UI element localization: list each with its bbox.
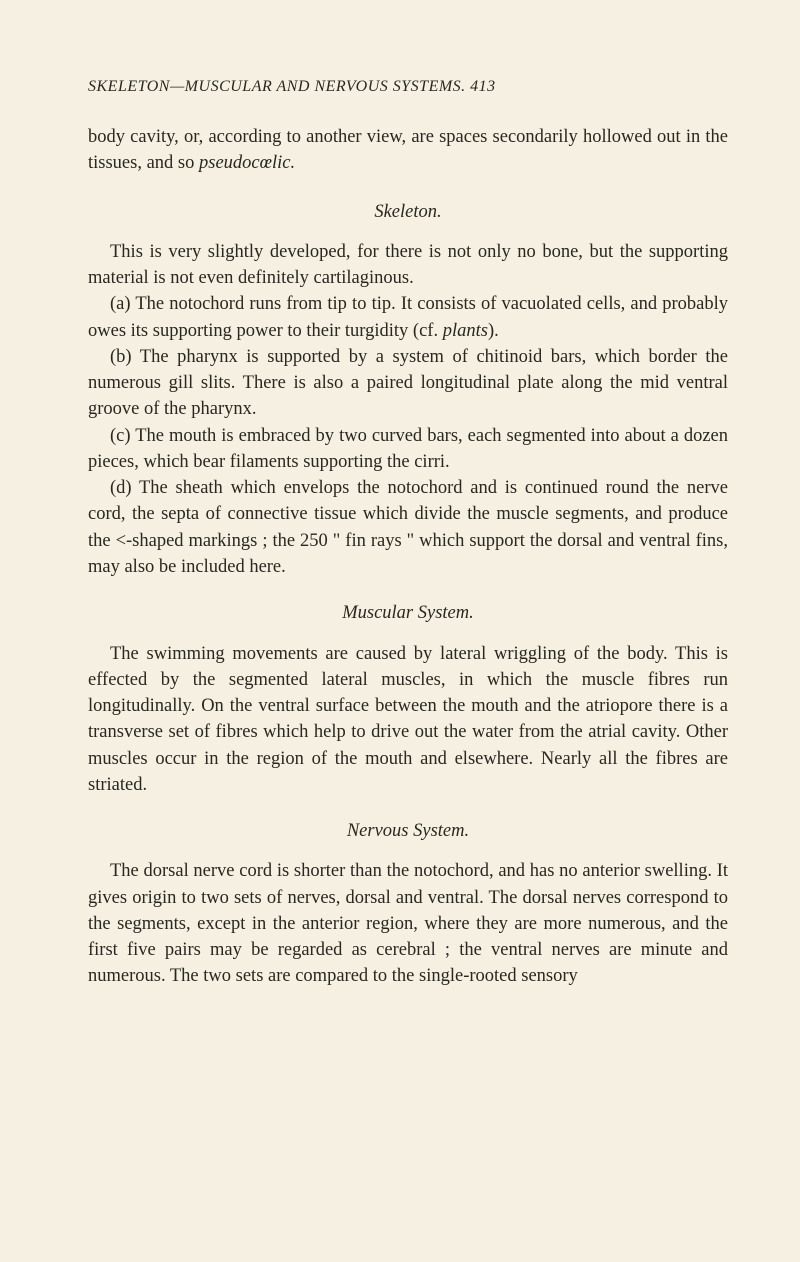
nervous-title: Nervous System.: [88, 818, 728, 844]
intro-paragraph: body cavity, or, according to another vi…: [88, 124, 728, 177]
skeleton-b: (b) The pharynx is supported by a system…: [88, 344, 728, 423]
body-text: body cavity, or, according to another vi…: [88, 124, 728, 990]
skeleton-a-end: ).: [488, 321, 499, 341]
skeleton-title: Skeleton.: [88, 199, 728, 225]
intro-italic: pseudocœlic.: [199, 153, 295, 173]
skeleton-a-text: (a) The notochord runs from tip to tip. …: [88, 294, 728, 340]
skeleton-a: (a) The notochord runs from tip to tip. …: [88, 291, 728, 344]
header-text: SKELETON—MUSCULAR AND NERVOUS SYSTEMS. 4…: [88, 78, 496, 95]
page-content: SKELETON—MUSCULAR AND NERVOUS SYSTEMS. 4…: [0, 0, 800, 1050]
muscular-title: Muscular System.: [88, 600, 728, 626]
skeleton-d: (d) The sheath which envelops the notoch…: [88, 475, 728, 580]
skeleton-p1: This is very slightly developed, for the…: [88, 239, 728, 292]
nervous-p1: The dorsal nerve cord is shorter than th…: [88, 858, 728, 989]
running-header: SKELETON—MUSCULAR AND NERVOUS SYSTEMS. 4…: [88, 78, 728, 96]
muscular-p1: The swimming movements are caused by lat…: [88, 641, 728, 799]
skeleton-c: (c) The mouth is embraced by two curved …: [88, 423, 728, 476]
intro-text: body cavity, or, according to another vi…: [88, 127, 728, 173]
skeleton-a-italic: plants: [443, 321, 488, 341]
